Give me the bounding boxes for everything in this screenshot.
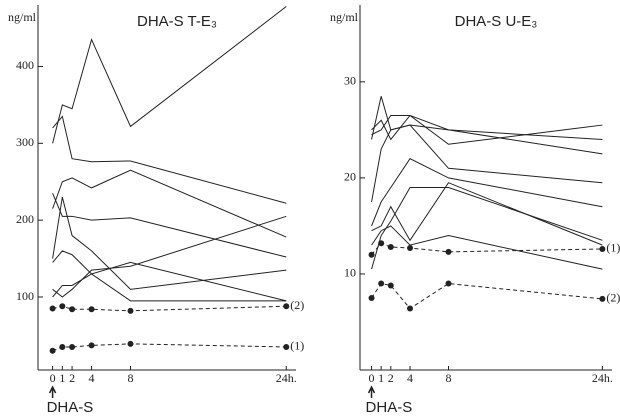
point xyxy=(59,303,66,310)
x-tick-label: 1 xyxy=(378,371,384,385)
y-tick-label: 20 xyxy=(344,170,356,184)
y-tick-label: 400 xyxy=(16,58,34,72)
series-line xyxy=(52,343,287,352)
point xyxy=(368,251,375,258)
x-tick-label: 8 xyxy=(445,371,451,385)
y-axis-label: ng/ml xyxy=(330,10,359,24)
y-tick-label: 300 xyxy=(16,135,34,149)
point xyxy=(445,280,452,287)
point xyxy=(283,303,290,310)
point xyxy=(387,244,394,251)
x-tick-label: 2 xyxy=(69,371,75,385)
series-line xyxy=(371,114,603,145)
point xyxy=(127,307,134,314)
x-tick-label: 0 xyxy=(50,371,56,385)
arrow xyxy=(367,385,376,398)
x-tick-label: 24h. xyxy=(592,371,613,385)
x-tick-label: 8 xyxy=(127,371,133,385)
point xyxy=(599,295,606,302)
point xyxy=(368,294,375,301)
x-tick-label: 2 xyxy=(388,371,394,385)
y-tick-label: 100 xyxy=(16,289,34,303)
point xyxy=(378,280,385,287)
y-axis-label: ng/ml xyxy=(8,10,37,24)
x-tick-label: 4 xyxy=(89,371,95,385)
point xyxy=(49,347,56,354)
point xyxy=(88,342,95,349)
series-line xyxy=(52,250,287,302)
y-tick-label: 30 xyxy=(344,74,356,88)
series-label: (2) xyxy=(606,291,620,305)
point xyxy=(599,245,606,252)
series-line xyxy=(52,273,287,302)
point xyxy=(69,306,76,313)
series-line xyxy=(52,196,287,290)
series-line xyxy=(371,158,603,227)
x-tick-label: 4 xyxy=(407,371,413,385)
chart-title: DHA-S T-E₃ xyxy=(137,13,217,30)
x-tick-label: 0 xyxy=(369,371,375,385)
series-line xyxy=(371,114,603,155)
series-line xyxy=(52,215,287,298)
point xyxy=(387,282,394,289)
point xyxy=(59,343,66,350)
series-line xyxy=(52,305,287,312)
x-tick-label: 1 xyxy=(59,371,65,385)
series-line xyxy=(371,182,603,246)
series-label: (2) xyxy=(290,298,304,312)
series-line xyxy=(52,6,287,144)
series-line xyxy=(371,225,603,270)
arrow xyxy=(48,385,57,398)
point xyxy=(378,240,385,247)
series-line xyxy=(371,282,603,310)
point xyxy=(445,248,452,255)
point xyxy=(407,245,414,252)
point xyxy=(49,305,56,312)
point xyxy=(407,305,414,312)
annotation: DHA-S xyxy=(47,399,94,416)
point xyxy=(283,343,290,350)
series-line xyxy=(52,193,287,258)
series-line xyxy=(371,242,603,256)
point xyxy=(127,340,134,347)
series-line xyxy=(52,115,287,204)
series-line xyxy=(371,124,603,202)
y-tick-label: 10 xyxy=(344,266,356,280)
series-label: (1) xyxy=(290,339,304,353)
chart-title: DHA-S U-E₃ xyxy=(455,13,538,30)
point xyxy=(88,306,95,313)
series-label: (1) xyxy=(606,241,620,255)
series-line xyxy=(52,169,287,238)
y-tick-label: 200 xyxy=(16,212,34,226)
annotation: DHA-S xyxy=(366,399,413,416)
x-tick-label: 24h. xyxy=(276,371,297,385)
point xyxy=(69,343,76,350)
series-line xyxy=(371,96,603,140)
